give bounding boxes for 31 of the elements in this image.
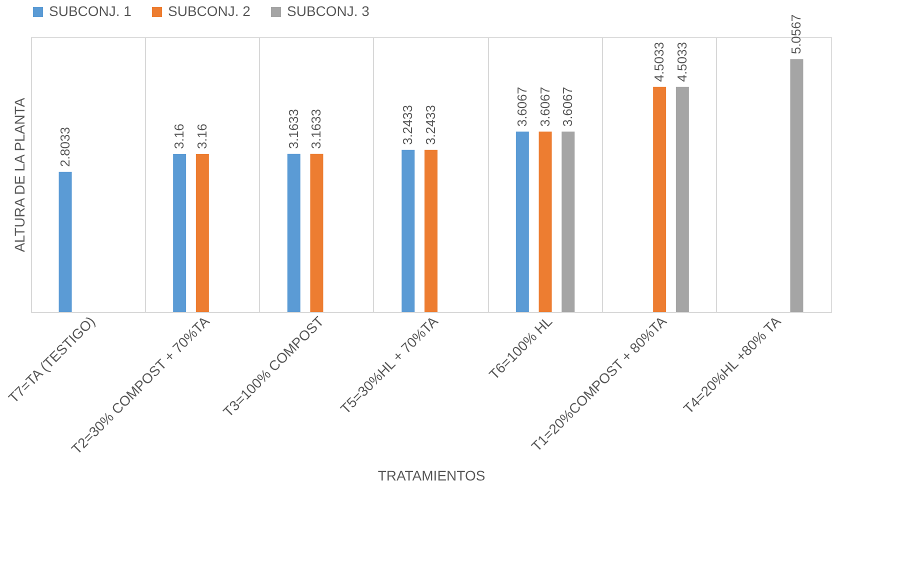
legend-label: SUBCONJ. 3 (287, 3, 370, 19)
bar (402, 150, 415, 312)
data-label: 3.16 (194, 124, 210, 149)
legend-label: SUBCONJ. 1 (49, 3, 132, 19)
data-label: 3.6067 (537, 86, 552, 127)
data-label: 3.1633 (308, 109, 324, 149)
x-axis-title: TRATAMIENTOS (378, 467, 486, 484)
data-label: 3.6067 (560, 86, 576, 127)
legend-label: SUBCONJ. 2 (168, 3, 251, 19)
data-label: 3.2433 (423, 105, 438, 145)
bar (653, 86, 666, 312)
data-label: 3.2433 (400, 105, 416, 145)
bar (424, 150, 438, 312)
bar (196, 154, 209, 312)
bar (562, 132, 575, 312)
data-label: 3.16 (172, 124, 187, 149)
data-label: 4.5033 (674, 42, 690, 82)
data-label: 3.1633 (286, 109, 301, 149)
bar (790, 59, 804, 312)
data-label: 5.0567 (788, 14, 804, 54)
bar (676, 86, 689, 312)
data-label: 2.8033 (57, 127, 72, 167)
bar (173, 154, 186, 312)
data-label: 4.5033 (652, 42, 667, 82)
y-axis-title: ALTURA DE LA PLANTA (12, 97, 28, 252)
bar (310, 154, 324, 312)
bar (516, 132, 529, 312)
bar (58, 172, 72, 312)
bar (287, 154, 300, 312)
data-label: 3.6067 (514, 86, 530, 127)
bar (538, 132, 552, 312)
